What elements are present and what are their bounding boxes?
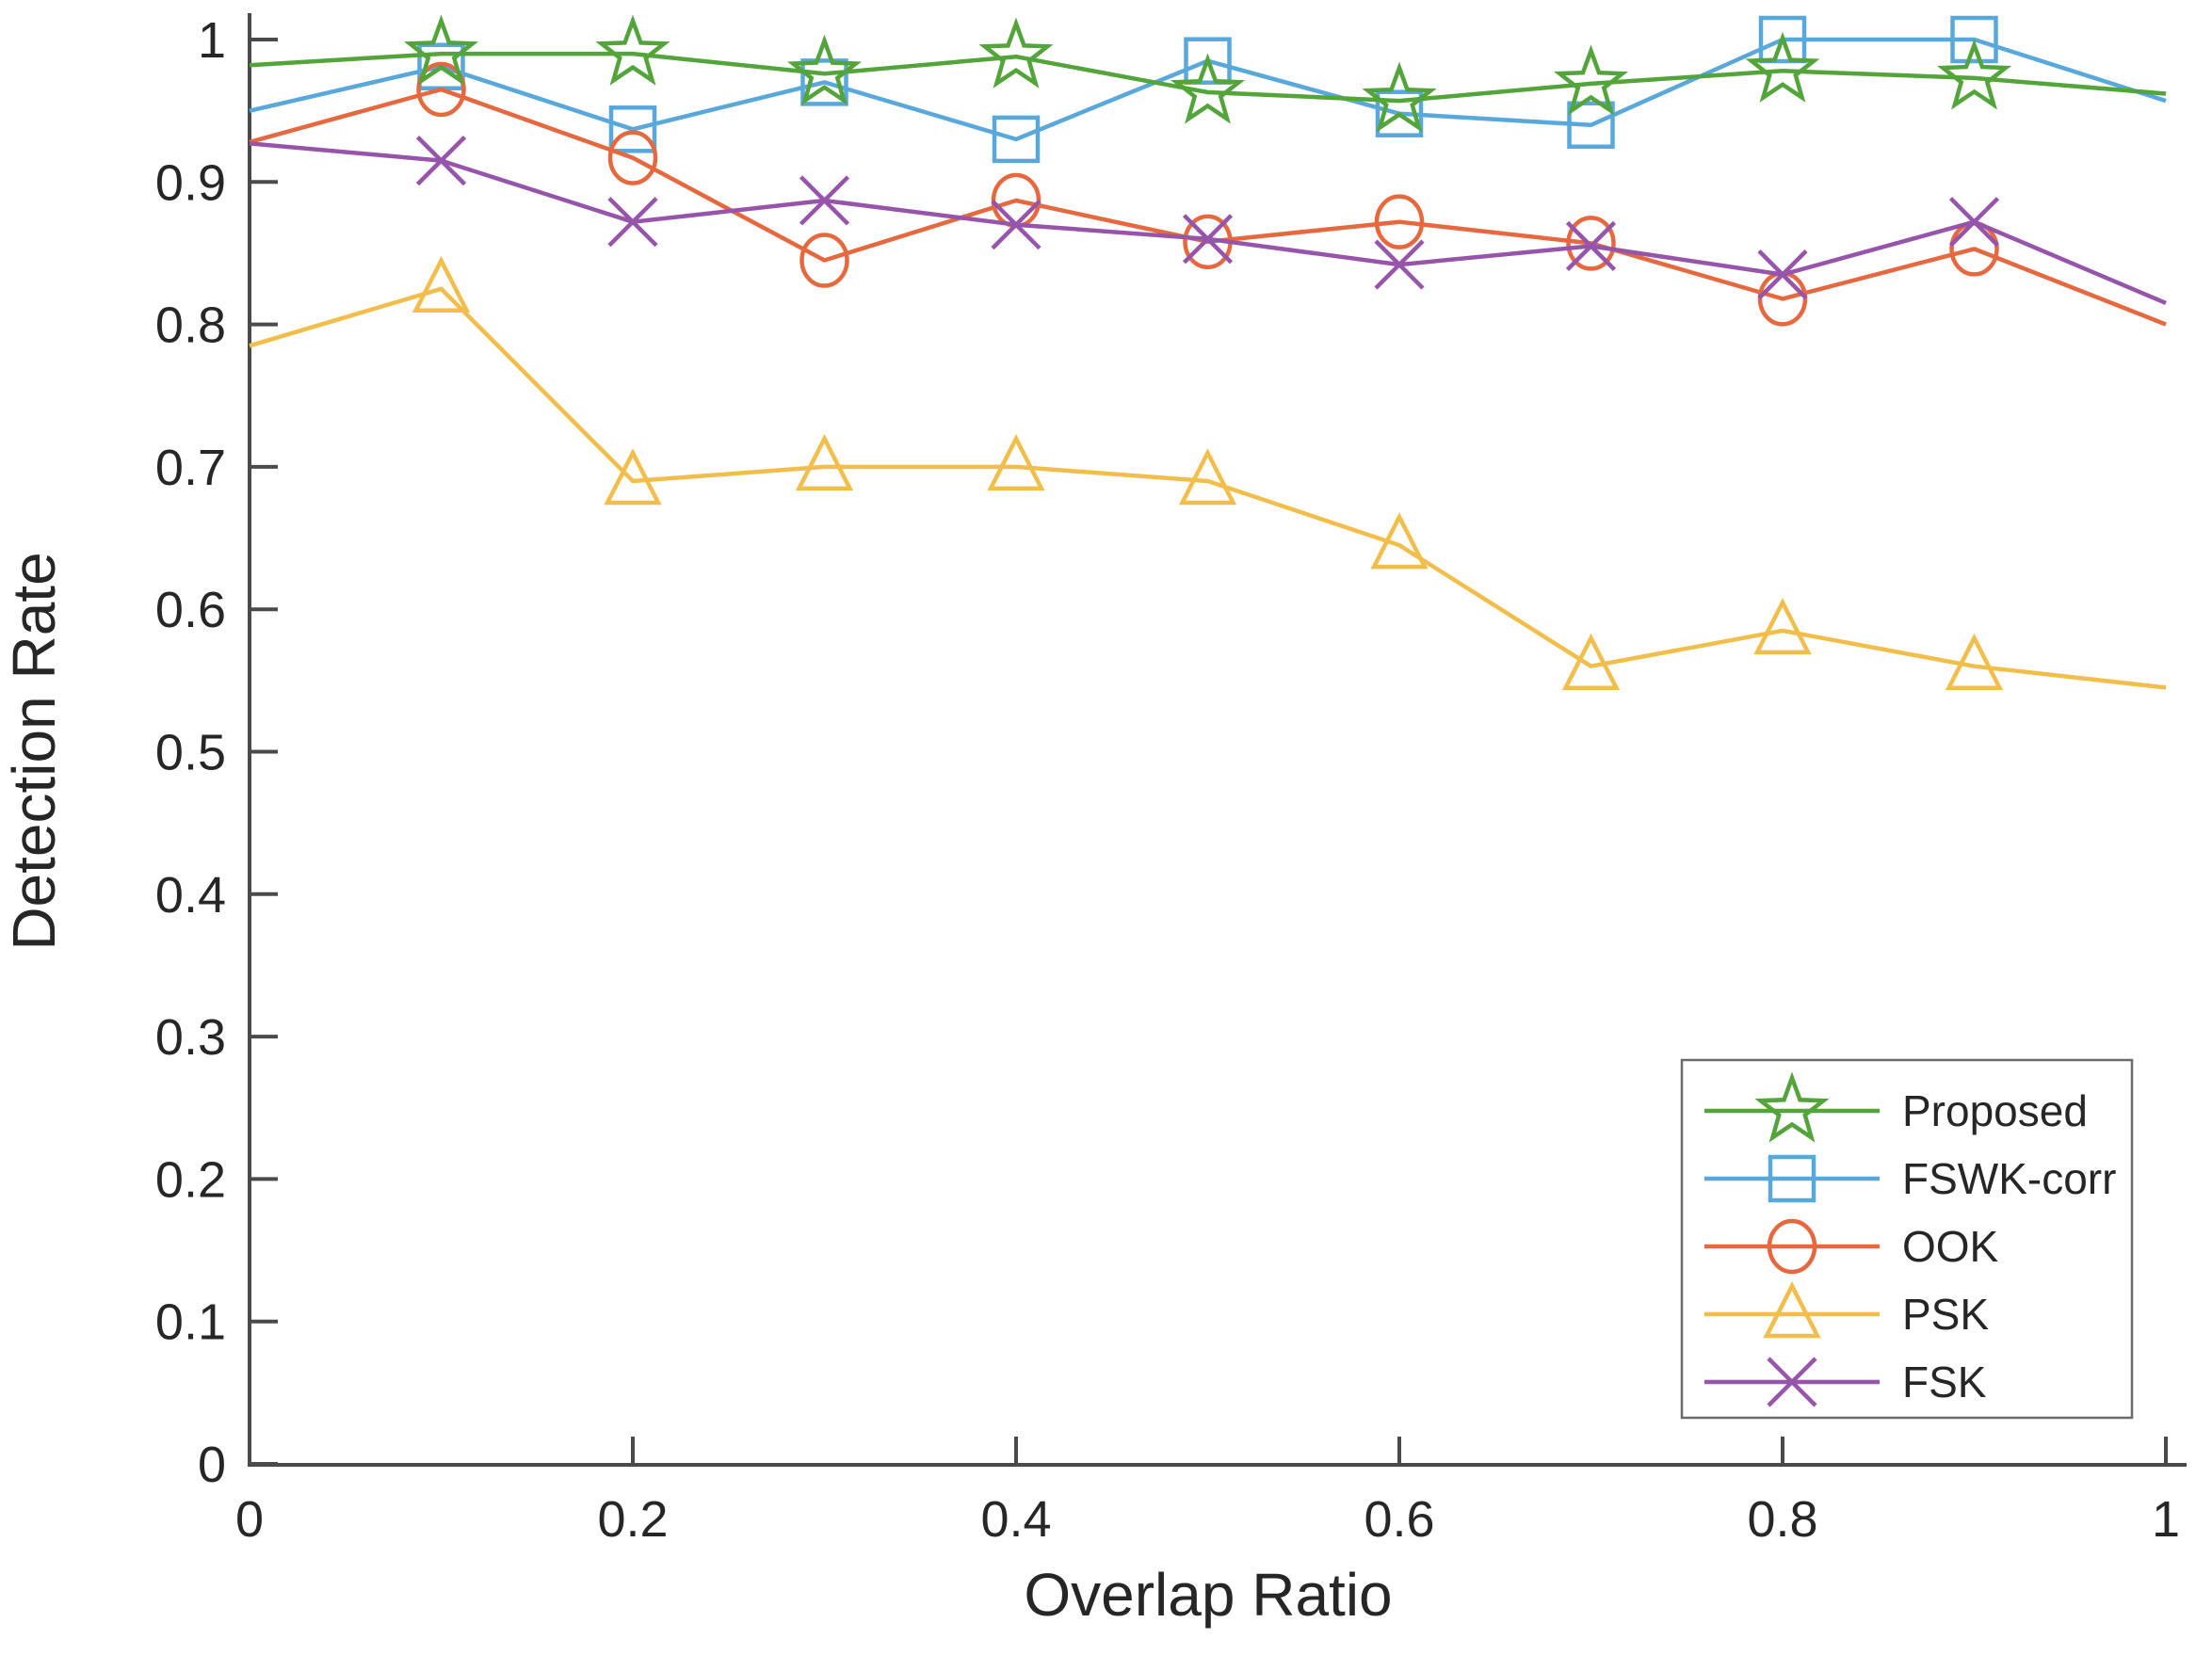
triangle-marker <box>987 433 1045 491</box>
y-tick-label: 0.3 <box>155 1009 226 1066</box>
star-marker <box>1553 44 1629 116</box>
x-tick-label: 0 <box>235 1491 264 1548</box>
triangle-marker <box>1370 512 1429 570</box>
series-fsk <box>249 136 2167 305</box>
legend-label: FSWK-corr <box>1902 1154 2116 1203</box>
series-ook <box>249 61 2167 327</box>
circle-marker <box>1374 194 1425 249</box>
legend-item-proposed: Proposed <box>1704 1071 2088 1143</box>
x-marker <box>1948 197 2000 248</box>
square-marker <box>1184 37 1232 85</box>
square-marker <box>608 105 657 153</box>
triangle-marker <box>1561 633 1621 690</box>
y-tick-label: 0.7 <box>155 440 226 496</box>
triangle-marker <box>1178 448 1237 506</box>
series-proposed <box>249 14 2167 133</box>
x-tick-label: 0.2 <box>597 1491 668 1548</box>
star-marker <box>1936 39 2012 110</box>
y-tick-label: 0 <box>198 1437 226 1493</box>
circle-marker <box>799 233 849 288</box>
legend-label: OOK <box>1902 1222 1999 1271</box>
axes: 0 0.1 0.2 0.3 0.4 0.5 0.6 0.7 0.8 0.9 1 0 0.2 0.4 0.6 0… <box>155 12 2187 1548</box>
circle-marker <box>607 130 658 185</box>
legend-label: FSK <box>1902 1358 1987 1406</box>
x-icon <box>1767 1357 1817 1407</box>
star-marker <box>595 14 670 86</box>
x-marker <box>1374 239 1425 290</box>
star-marker <box>978 17 1054 88</box>
x-tick-label: 0.8 <box>1747 1491 1817 1548</box>
circle-icon <box>1767 1218 1817 1275</box>
x-tick-label: 0.6 <box>1364 1491 1434 1548</box>
square-icon <box>1768 1154 1816 1203</box>
x-tick-label: 0.4 <box>980 1491 1051 1548</box>
x-marker <box>799 175 850 226</box>
y-axis-label: Detection Rate <box>0 552 68 950</box>
y-tick-label: 0.2 <box>155 1151 226 1208</box>
legend-item-fswk-corr: FSWK-corr <box>1704 1154 2116 1203</box>
star-marker <box>1745 31 1820 103</box>
circle-marker <box>416 61 466 118</box>
legend-label: Proposed <box>1902 1086 2088 1135</box>
square-marker <box>1950 15 1998 64</box>
triangle-icon <box>1763 1281 1821 1339</box>
circle-marker <box>1566 216 1616 271</box>
y-tick-label: 0.8 <box>155 297 226 354</box>
star-marker <box>786 34 863 105</box>
series-line <box>249 141 2167 305</box>
triangle-marker <box>1945 633 2004 690</box>
y-tick-label: 1 <box>198 12 226 69</box>
square-marker <box>1758 15 1807 64</box>
y-tick-label: 0.6 <box>155 582 226 638</box>
series-line <box>249 286 2167 690</box>
y-tick-label: 0.5 <box>155 725 226 781</box>
legend: Proposed FSWK-corr OOK PSK FSK <box>1680 1058 2134 1420</box>
y-tick-label: 0.9 <box>155 154 226 211</box>
legend-item-fsk: FSK <box>1704 1357 1987 1407</box>
y-tick-label: 0.1 <box>155 1294 226 1351</box>
x-marker <box>1182 214 1234 265</box>
x-marker <box>607 197 658 248</box>
square-marker <box>800 58 848 106</box>
square-marker <box>1375 89 1424 137</box>
series-line <box>249 51 2167 104</box>
x-marker <box>1757 249 1808 300</box>
star-marker <box>403 14 479 86</box>
triangle-marker <box>604 448 662 506</box>
legend-box <box>1680 1058 2134 1420</box>
star-marker <box>1170 53 1246 124</box>
star-icon <box>1754 1071 1830 1143</box>
x-tick-label: 1 <box>2152 1491 2180 1548</box>
triangle-marker <box>795 433 854 491</box>
legend-item-ook: OOK <box>1704 1218 1999 1275</box>
series-fswk-corr <box>249 15 2167 164</box>
star-marker <box>1362 61 1437 133</box>
legend-label: PSK <box>1902 1290 1989 1339</box>
x-marker <box>1565 220 1617 271</box>
y-tick-label: 0.4 <box>155 867 226 924</box>
series-line <box>249 87 2167 327</box>
series-psk <box>249 255 2167 690</box>
triangle-marker <box>412 255 471 313</box>
plot-series <box>249 14 2167 690</box>
x-marker <box>415 136 467 186</box>
x-marker <box>991 200 1041 250</box>
square-marker <box>992 115 1041 164</box>
triangle-marker <box>1753 597 1812 655</box>
legend-item-psk: PSK <box>1704 1281 1989 1339</box>
square-marker <box>1567 101 1615 150</box>
x-axis-label: Overlap Ratio <box>1024 1561 1392 1629</box>
